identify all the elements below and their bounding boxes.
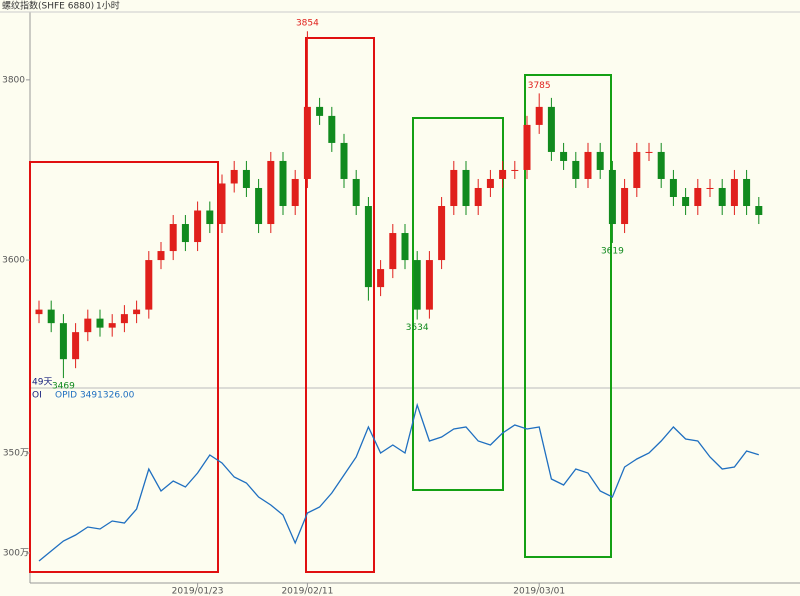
extreme-label: 3469 — [52, 382, 75, 392]
candle-body — [291, 178, 299, 207]
candle-body — [755, 206, 763, 216]
candle-body — [438, 206, 446, 261]
candle-body — [230, 169, 238, 184]
candle-body — [511, 169, 519, 171]
candle-body — [474, 187, 482, 207]
candle-body — [669, 178, 677, 197]
candle-body — [730, 178, 738, 207]
candle-body — [377, 269, 385, 288]
candle-body — [47, 309, 55, 324]
x-tick-label: 2019/03/01 — [513, 587, 565, 596]
candle-body — [645, 151, 653, 153]
y-tick-label: 3800 — [2, 75, 25, 85]
candle-body — [743, 178, 751, 207]
candle-body — [425, 260, 433, 310]
candle-body — [279, 160, 287, 207]
candle-body — [572, 160, 580, 179]
candle-body — [596, 151, 604, 170]
candle-body — [486, 178, 494, 188]
candle-body — [621, 187, 629, 225]
candle-body — [59, 323, 67, 360]
candle-body — [560, 151, 568, 161]
candle-body — [108, 323, 116, 328]
candle-body — [462, 169, 470, 207]
y-tick-label: 3600 — [2, 256, 25, 266]
highlight-box — [524, 74, 612, 558]
annotation: 49天 — [32, 378, 52, 388]
candle-body — [352, 178, 360, 207]
candle-body — [316, 106, 324, 116]
candle-body — [401, 233, 409, 261]
candle-body — [133, 309, 141, 315]
candle-body — [633, 151, 641, 188]
candle-body — [328, 115, 336, 143]
panel-title[interactable]: OI — [32, 391, 42, 401]
x-tick-label: 2019/01/23 — [172, 587, 224, 596]
candle-body — [340, 142, 348, 179]
candle-body — [499, 169, 507, 179]
candle-body — [242, 169, 250, 188]
oi-line — [38, 402, 759, 562]
candle-body — [718, 187, 726, 207]
candle-body — [218, 183, 226, 225]
y-tick-label: 350万 — [3, 449, 29, 459]
candle-body — [157, 251, 165, 261]
y-tick-label: 300万 — [3, 549, 29, 559]
highlight-box — [29, 161, 219, 573]
candle-body — [523, 124, 531, 170]
candle-body — [413, 260, 421, 310]
candle-body — [535, 106, 543, 125]
candle-body — [364, 206, 372, 288]
highlight-box — [412, 117, 504, 491]
candle-body — [450, 169, 458, 207]
candle-body — [255, 187, 263, 225]
candle-body — [120, 314, 128, 324]
candle-body — [303, 106, 311, 179]
candle-body — [694, 187, 702, 207]
candle-body — [657, 151, 665, 179]
x-tick-label: 2019/02/11 — [281, 587, 333, 596]
candle-body — [181, 224, 189, 243]
extreme-label: 3854 — [296, 19, 319, 29]
candle-body — [706, 187, 714, 189]
header-period[interactable]: 1小时 — [96, 0, 120, 12]
candle-body — [608, 169, 616, 225]
extreme-label: 3534 — [406, 323, 429, 333]
candle-body — [389, 233, 397, 270]
candle-body — [72, 332, 80, 360]
candle-body — [267, 160, 275, 225]
highlight-box — [305, 37, 375, 573]
candle-body — [194, 210, 202, 243]
candle-body — [145, 260, 153, 310]
candle-body — [35, 309, 43, 315]
candle-body — [584, 151, 592, 179]
extreme-label: 3785 — [528, 81, 551, 91]
candle-body — [682, 196, 690, 207]
candle-body — [84, 318, 92, 333]
candle-body — [206, 210, 214, 225]
legend-entry: OPID 3491326.00 — [55, 391, 135, 401]
candle-body — [169, 224, 177, 252]
extreme-label: 3619 — [601, 246, 624, 256]
candle-body — [96, 318, 104, 328]
header-title: 螺纹指数(SHFE 6880) — [2, 0, 94, 12]
candle-body — [547, 106, 555, 152]
